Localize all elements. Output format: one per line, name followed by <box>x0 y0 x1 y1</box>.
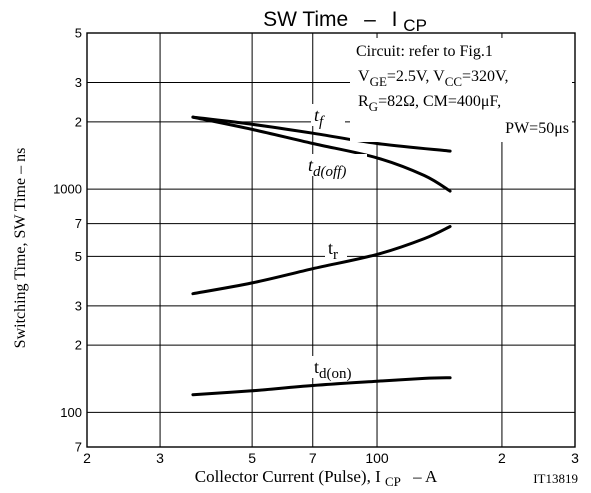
chart-title: SW Time – I CP <box>263 8 427 35</box>
chart-title-main: SW Time <box>263 8 348 31</box>
condition-line-0: Circuit: refer to Fig.1 <box>356 43 493 60</box>
series-line-tr <box>191 225 452 296</box>
series-label-td_off: td(off) <box>308 155 346 180</box>
x-tick-label-5: 2 <box>498 450 506 466</box>
series-label-bg-td_on <box>311 356 363 378</box>
y-tick-label-2: 2 <box>75 338 82 353</box>
condition-line-1-part-4: =320V, <box>462 68 509 85</box>
y-axis-label: Switching Time, SW Time – ns <box>12 148 29 349</box>
chart-title-symbol-sub: CP <box>403 16 427 35</box>
series-label-tr: tr <box>328 238 338 263</box>
series-label-bg-tf <box>311 104 345 126</box>
conditions-bg <box>350 38 572 142</box>
condition-line-2: RG=82Ω, CM=400μF, <box>358 93 501 114</box>
y-tick-label-3: 3 <box>75 298 82 313</box>
series-line-td_on <box>191 376 452 397</box>
condition-line-2-part-0: R <box>358 93 369 110</box>
x-axis-label-unit: – A <box>412 467 438 486</box>
x-axis-label-main: Collector Current (Pulse), I <box>195 467 381 486</box>
y-tick-label-5: 7 <box>75 216 82 231</box>
series-label-main-tf: t <box>314 105 320 125</box>
x-axis-label: Collector Current (Pulse), I CP – A <box>195 467 438 490</box>
series-label-sub-td_on: d(on) <box>319 366 352 382</box>
y-tick-label-1: 100 <box>60 405 82 420</box>
condition-line-1-part-3: CC <box>445 74 462 89</box>
y-tick-label-0: 7 <box>75 440 82 455</box>
condition-line-0-part-0: Circuit: refer to Fig.1 <box>356 43 493 60</box>
series-line-td_off <box>191 115 452 193</box>
condition-line-1-part-2: =2.5V, V <box>387 68 445 85</box>
chart-title-dash: – <box>364 8 376 31</box>
condition-line-3-part-0: PW=50μs <box>505 120 569 137</box>
series-label-td_on: td(on) <box>314 357 352 382</box>
condition-line-2-part-2: =82Ω, CM=400μF, <box>378 93 501 110</box>
x-tick-label-2: 5 <box>248 450 256 466</box>
x-tick-label-1: 3 <box>156 450 164 466</box>
figure-code: IT13819 <box>533 471 578 486</box>
series-label-main-tr: t <box>328 238 333 258</box>
plot-frame <box>86 32 576 448</box>
x-tick-label-0: 2 <box>83 450 91 466</box>
condition-line-3: PW=50μs <box>505 120 569 137</box>
conditions-box: Circuit: refer to Fig.1 VGE=2.5V, VCC=320… <box>350 38 572 142</box>
series-label-bg-tr <box>325 237 347 259</box>
y-tick-label-4: 5 <box>75 249 82 264</box>
x-tick-label-6: 3 <box>571 450 579 466</box>
series-lines <box>191 115 452 397</box>
y-tick-label-8: 3 <box>75 75 82 90</box>
series-label-main-td_off: t <box>308 155 314 175</box>
x-axis-label-sub: CP <box>385 474 401 489</box>
x-tick-label-4: 100 <box>365 450 389 466</box>
series-label-tf: tf <box>314 105 325 130</box>
series-label-main-td_on: t <box>314 357 319 377</box>
series-label-sub-tf: f <box>319 114 325 130</box>
condition-line-1-part-0: V <box>358 68 370 85</box>
y-tick-labels: 7 100 2 3 5 7 1000 2 3 5 <box>53 26 82 455</box>
series-label-sub-td_off: d(off) <box>313 164 346 180</box>
chart-title-symbol: I <box>392 8 398 31</box>
y-tick-label-6: 1000 <box>53 182 82 197</box>
y-tick-label-7: 2 <box>75 114 82 129</box>
series-label-sub-tr: r <box>333 247 338 263</box>
condition-line-1-part-1: GE <box>370 74 387 89</box>
series-line-tf <box>191 115 452 153</box>
series-label-bg-td_off <box>305 154 367 176</box>
x-tick-label-3: 7 <box>309 450 317 466</box>
x-tick-labels: 2 3 5 7 100 2 3 <box>83 450 579 466</box>
condition-line-1: VGE=2.5V, VCC=320V, <box>358 68 509 89</box>
condition-line-2-part-1: G <box>369 99 378 114</box>
y-tick-label-9: 5 <box>75 26 82 41</box>
